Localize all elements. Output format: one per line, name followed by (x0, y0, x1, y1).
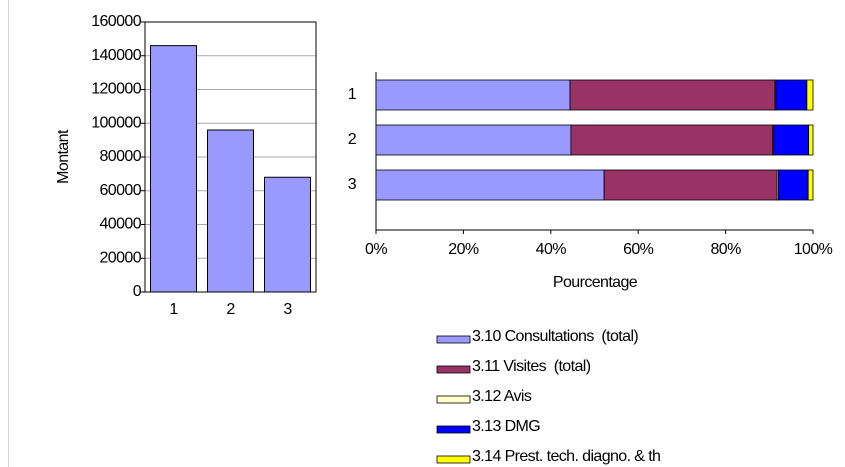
bar-segment (806, 79, 814, 111)
bar-segment (570, 124, 774, 156)
y-axis-label: Montant (55, 129, 72, 184)
legend-swatch (436, 335, 471, 344)
x-tick-label: 100% (794, 241, 833, 258)
y-tick-label: 40000 (100, 216, 142, 233)
x-tick-label: 1 (169, 301, 178, 318)
legend-label: 3.10 Consultations (total) (472, 328, 638, 345)
y-tick-label: 2 (348, 131, 357, 148)
bar (264, 176, 311, 293)
y-tick-label: 80000 (100, 148, 142, 165)
legend-swatch (436, 395, 471, 404)
x-tick-label: 40% (536, 241, 567, 258)
y-tick-label: 0 (133, 283, 142, 300)
bar-segment (808, 124, 814, 156)
y-tick-label: 20000 (100, 249, 142, 266)
y-tick-label: 100000 (91, 114, 141, 131)
bar (207, 129, 254, 293)
bar-segment (375, 79, 571, 111)
x-tick-label: 20% (448, 241, 479, 258)
bar-segment (375, 169, 605, 201)
legend-swatch (436, 425, 471, 434)
y-tick-label: 1 (348, 86, 357, 103)
x-tick-label: 60% (623, 241, 654, 258)
y-tick-label: 120000 (91, 81, 141, 98)
legend-label: 3.14 Prest. tech. diagno. & th (472, 448, 660, 465)
x-tick-label: 2 (226, 301, 235, 318)
bar-segment (773, 124, 810, 156)
bar-segment (778, 169, 809, 201)
legend-swatch (436, 455, 471, 464)
bar-segment (807, 169, 814, 201)
bar-segment (603, 169, 778, 201)
legend-label: 3.11 Visites (total) (472, 358, 591, 375)
y-tick-label: 140000 (91, 47, 141, 64)
bar (150, 45, 197, 293)
x-tick-label: 3 (283, 301, 292, 318)
legend-label: 3.13 DMG (472, 418, 540, 435)
bar-segment (569, 79, 776, 111)
y-tick-label: 3 (348, 176, 357, 193)
x-tick-label: 0% (365, 241, 387, 258)
bar-segment (775, 79, 808, 111)
y-tick-label: 160000 (91, 13, 141, 30)
y-tick-label: 60000 (100, 182, 142, 199)
bar-segment (375, 124, 572, 156)
x-tick-label: 80% (710, 241, 741, 258)
legend-swatch (436, 365, 471, 374)
legend-label: 3.12 Avis (472, 388, 532, 405)
x-axis-label: Pourcentage (553, 274, 638, 291)
